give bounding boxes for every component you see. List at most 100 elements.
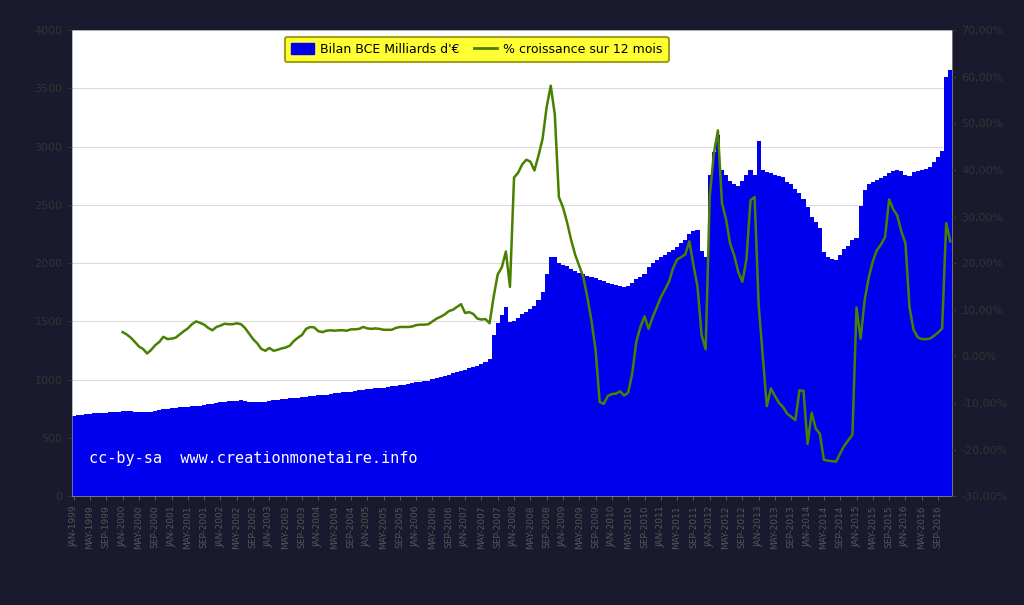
Bar — [630, 283, 634, 496]
Bar — [879, 178, 883, 496]
Bar — [826, 257, 830, 496]
Bar — [76, 415, 80, 496]
Bar — [239, 401, 243, 496]
Bar — [255, 402, 259, 496]
Bar — [243, 401, 247, 496]
Bar — [545, 275, 549, 496]
Bar — [928, 166, 932, 496]
Bar — [166, 408, 170, 496]
Bar — [806, 208, 810, 496]
Bar — [401, 385, 406, 496]
Bar — [920, 170, 924, 496]
Bar — [390, 387, 394, 496]
Bar — [267, 401, 271, 496]
Bar — [891, 171, 895, 496]
Bar — [182, 407, 185, 496]
Bar — [394, 386, 398, 496]
Bar — [610, 284, 614, 496]
Bar — [349, 391, 353, 496]
Bar — [866, 184, 870, 496]
Bar — [178, 407, 182, 496]
Bar — [569, 269, 573, 496]
Bar — [288, 398, 292, 496]
Bar — [361, 390, 366, 496]
Bar — [496, 324, 500, 496]
Bar — [818, 228, 822, 496]
Bar — [911, 172, 915, 496]
Bar — [378, 388, 382, 496]
Bar — [520, 314, 524, 496]
Bar — [532, 306, 537, 496]
Bar — [716, 135, 720, 496]
Bar — [691, 231, 695, 496]
Bar — [292, 398, 296, 496]
Bar — [671, 250, 675, 496]
Bar — [887, 174, 891, 496]
Bar — [761, 170, 765, 496]
Bar — [162, 409, 166, 496]
Bar — [300, 397, 304, 496]
Bar — [777, 176, 781, 496]
Bar — [218, 402, 222, 496]
Bar — [883, 176, 887, 496]
Bar — [247, 402, 251, 496]
Bar — [442, 376, 446, 496]
Bar — [802, 199, 806, 496]
Bar — [798, 194, 802, 496]
Bar — [728, 182, 732, 496]
Bar — [850, 240, 854, 496]
Bar — [703, 257, 708, 496]
Bar — [598, 280, 602, 496]
Bar — [679, 243, 683, 496]
Bar — [650, 263, 654, 496]
Bar — [602, 281, 606, 496]
Bar — [487, 359, 492, 496]
Bar — [683, 240, 687, 496]
Bar — [634, 279, 638, 496]
Bar — [479, 364, 483, 496]
Bar — [695, 231, 699, 496]
Bar — [541, 292, 545, 496]
Bar — [100, 413, 104, 496]
Bar — [170, 408, 174, 496]
Bar — [858, 206, 862, 496]
Bar — [366, 390, 370, 496]
Bar — [382, 388, 386, 496]
Bar — [854, 238, 858, 496]
Bar — [895, 170, 899, 496]
Bar — [475, 366, 479, 496]
Bar — [740, 182, 744, 496]
Bar — [940, 151, 944, 496]
Bar — [226, 401, 230, 496]
Bar — [790, 184, 794, 496]
Bar — [222, 402, 226, 496]
Text: cc-by-sa  www.creationmonetaire.info: cc-by-sa www.creationmonetaire.info — [89, 451, 418, 466]
Bar — [500, 315, 504, 496]
Bar — [549, 257, 553, 496]
Bar — [749, 169, 753, 496]
Bar — [675, 246, 679, 496]
Bar — [463, 370, 467, 496]
Bar — [553, 257, 557, 496]
Bar — [333, 393, 337, 496]
Bar — [280, 399, 284, 496]
Bar — [623, 287, 626, 496]
Bar — [259, 402, 263, 496]
Bar — [230, 401, 234, 496]
Bar — [455, 372, 459, 496]
Bar — [504, 307, 508, 496]
Bar — [794, 189, 798, 496]
Bar — [154, 411, 158, 496]
Bar — [492, 335, 496, 496]
Bar — [573, 271, 578, 496]
Bar — [198, 406, 202, 496]
Bar — [565, 266, 569, 496]
Bar — [874, 180, 879, 496]
Bar — [174, 408, 178, 496]
Bar — [145, 413, 150, 496]
Bar — [699, 251, 703, 496]
Bar — [944, 77, 948, 496]
Bar — [214, 403, 218, 496]
Bar — [141, 412, 145, 496]
Bar — [210, 404, 214, 496]
